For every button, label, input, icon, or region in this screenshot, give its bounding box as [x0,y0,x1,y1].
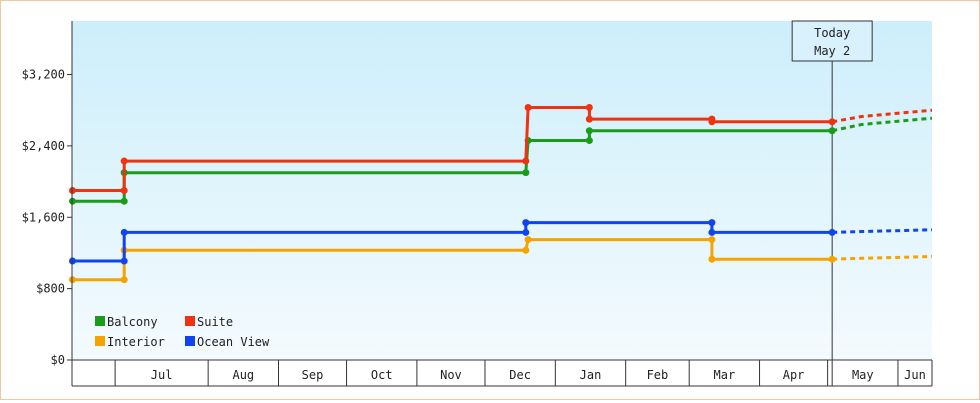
y-tick-label: $2,400 [22,139,65,153]
data-point [120,276,128,284]
legend-label: Suite [197,315,233,329]
legend-item-suite: Suite [185,315,233,329]
data-point [585,104,593,112]
data-point [828,255,836,263]
data-point [828,127,836,135]
month-label: Jun [904,368,926,382]
legend-item-interior: Interior [95,335,165,349]
data-point [828,228,836,236]
x-axis: Jul Aug Sep Oct Nov Dec Jan Feb Mar Apr May Jun [72,359,933,387]
month-label: Mar [714,368,736,382]
plot-background [72,21,932,360]
data-point [522,246,530,254]
month-label: Dec [509,368,531,382]
data-point [120,228,128,236]
month-label: Apr [783,368,805,382]
legend-label: Interior [107,335,165,349]
data-point [522,228,530,236]
series-interior [69,236,933,284]
y-tick-label: $1,600 [22,210,65,224]
series-forecast-ocean-view [832,228,933,234]
data-point [708,255,716,263]
today-date-label: May 2 [814,44,850,58]
legend-swatch [185,336,195,346]
series-ocean-view [69,219,933,265]
today-marker: Today May 2 [791,20,873,386]
today-label: Today [814,26,850,40]
data-point [120,187,128,194]
series-layer [69,104,933,284]
legend-item-balcony: Balcony [95,315,158,329]
legend: Balcony Suite Interior Ocean View [95,315,270,349]
today-label-box [791,20,873,62]
data-point [524,236,532,244]
data-point [120,257,128,265]
data-point [585,127,593,135]
month-label: Jan [580,368,602,382]
data-point [522,169,530,177]
data-point [120,157,128,165]
legend-item-ocean-view: Ocean View [185,335,270,349]
y-axis-ticks: $0 $800 $1,600 $2,400 $3,200 [22,68,72,367]
data-point [524,104,532,112]
month-label: Aug [232,368,254,382]
legend-swatch [95,336,105,346]
data-point [585,115,593,123]
month-label: Feb [647,368,669,382]
series-forecast-balcony [831,116,933,133]
y-tick-label: $0 [51,353,65,367]
data-point [828,118,836,126]
data-point [522,219,530,227]
month-label: Jul [151,368,173,382]
month-label: Nov [440,368,462,382]
month-label: Sep [302,368,324,382]
series-forecast-interior [832,255,933,261]
data-point [522,157,530,165]
y-tick-label: $3,200 [22,68,65,82]
month-label: Oct [371,368,393,382]
data-point [708,219,716,227]
data-point [708,228,716,236]
legend-swatch [185,316,195,326]
month-label: May [852,368,874,382]
data-point [708,118,716,126]
y-tick-label: $800 [36,282,65,296]
data-point [585,137,593,145]
data-point [708,236,716,244]
series-suite [69,104,933,194]
legend-label: Balcony [107,315,158,329]
legend-swatch [95,316,105,326]
series-forecast-suite [831,108,933,124]
data-point [120,197,128,205]
legend-label: Ocean View [197,335,270,349]
